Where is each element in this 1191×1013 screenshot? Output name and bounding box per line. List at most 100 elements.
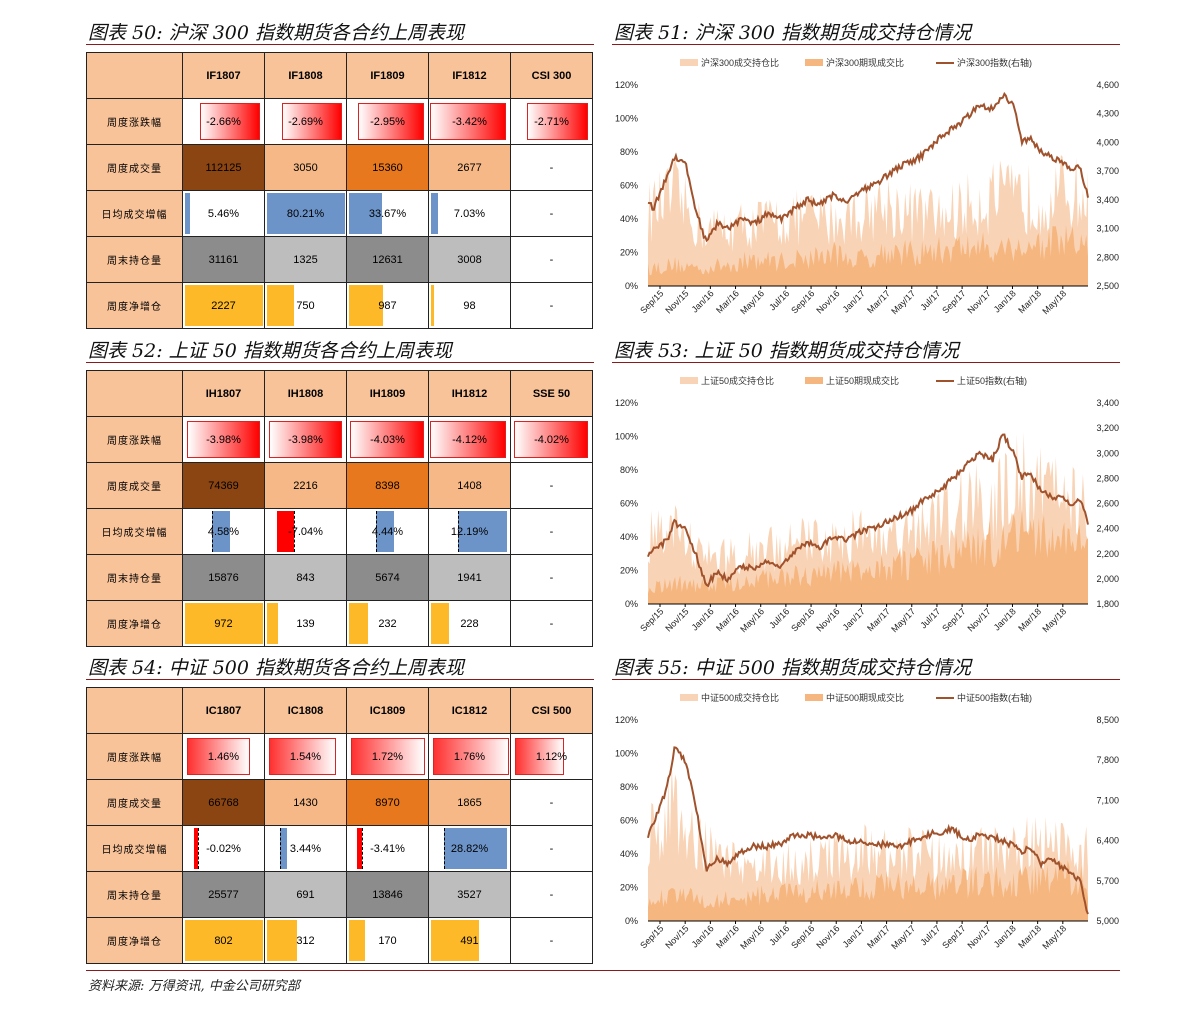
table-cell: - [510, 825, 593, 872]
x-tick-label: Jul/16 [767, 288, 791, 312]
table-cell: 802 [182, 917, 265, 964]
cell-value: -0.02% [206, 842, 241, 855]
data-bar [443, 828, 507, 869]
x-tick-label: May/17 [889, 606, 917, 634]
cell-value: - [549, 253, 554, 266]
table-cell: 228 [428, 600, 511, 647]
cell-value: 28.82% [450, 842, 489, 855]
table-cell: -3.98% [264, 416, 347, 463]
data-bar [185, 603, 263, 644]
cell-value: 1408 [457, 479, 482, 492]
table-cell: 8398 [346, 462, 429, 509]
table-corner [86, 52, 183, 99]
x-tick-label: Jan/18 [992, 923, 1018, 949]
table-cell: 28.82% [428, 825, 511, 872]
table-cell: 15360 [346, 144, 429, 191]
x-tick-label: May/17 [889, 288, 917, 316]
column-header: CSI 300 [510, 52, 593, 99]
cell-value: - [549, 571, 554, 584]
data-bar [349, 285, 384, 326]
data-bar [431, 193, 438, 234]
column-header: SSE 50 [510, 370, 593, 417]
cell-value: 1.12% [535, 750, 568, 763]
column-header: IC1807 [182, 687, 265, 734]
data-bar [349, 193, 382, 234]
x-tick-label: Nov/17 [965, 288, 992, 315]
data-bar [185, 285, 263, 326]
data-bar [431, 920, 479, 961]
x-tick-label: Sep/16 [789, 606, 816, 633]
table-cell: 3.44% [264, 825, 347, 872]
cell-value: - [549, 207, 554, 220]
table-cell: 750 [264, 282, 347, 329]
cell-value: -2.71% [534, 115, 569, 128]
row-label: 周度成交量 [86, 462, 183, 509]
row-label: 周末持仓量 [86, 871, 183, 918]
y-right-tick-label: 3,700 [1096, 166, 1119, 176]
chart-53-svg: 上证50成交持仓比 上证50期现成交比 上证50指数(右轴) 0% 20% 40% 60% 8… [615, 375, 1119, 634]
data-bar [193, 828, 198, 869]
x-tick-label: Nov/17 [965, 606, 992, 633]
x-tick-label: Jan/16 [690, 923, 716, 949]
y-right-tick-label: 8,500 [1096, 715, 1119, 725]
cell-value: 8398 [375, 479, 400, 492]
y-left-tick-label: 100% [615, 432, 638, 442]
x-tick-label: Mar/16 [714, 288, 741, 315]
data-bar [358, 103, 424, 140]
cell-value: 1941 [457, 571, 482, 584]
cell-value: 3008 [457, 253, 482, 266]
table-row: 日均成交增幅 -0.02% 3.44% -3.41% 28.82% - [86, 825, 593, 872]
chart-53-title: 图表 53: 上证 50 指数期货成交持仓情况 [614, 340, 959, 362]
series-area-ratio1 [648, 764, 1088, 921]
cell-value: -4.12% [452, 433, 487, 446]
cell-value: -3.41% [370, 842, 405, 855]
table-cell: 74369 [182, 462, 265, 509]
table-row: 周末持仓量 15876 843 5674 1941 - [86, 554, 593, 601]
table-cell: -2.71% [510, 98, 593, 145]
cell-value: -4.03% [370, 433, 405, 446]
table-cell: - [510, 190, 593, 237]
table-cell: 66768 [182, 779, 265, 826]
cell-value: 228 [460, 617, 479, 630]
table-cell: 3008 [428, 236, 511, 283]
x-tick-label: Nov/16 [814, 288, 841, 315]
chart-55-title: 图表 55: 中证 500 指数期货成交持仓情况 [614, 657, 972, 679]
table-cell: - [510, 554, 593, 601]
cell-value: 31161 [208, 253, 239, 266]
chart-51-svg: 沪深300成交持仓比 沪深300期现成交比 沪深300指数(右轴) 0% 20% 40% 6… [615, 57, 1119, 316]
table-cell: - [510, 462, 593, 509]
series-line-index [647, 433, 1089, 588]
table-cell: 31161 [182, 236, 265, 283]
table-cell: - [510, 779, 593, 826]
data-bar [430, 421, 506, 458]
data-bar [457, 511, 507, 552]
cell-value: - [549, 479, 554, 492]
data-bar [185, 920, 263, 961]
y-right-tick-label: 2,500 [1096, 281, 1119, 291]
x-tick-label: Jan/16 [690, 288, 716, 314]
data-bar [375, 511, 394, 552]
bar-axis [361, 828, 363, 869]
perf-table: IF1807 IF1808 IF1809 IF1812 CSI 300 周度涨跌幅 -2.6… [86, 52, 593, 329]
cell-value: -7.04% [288, 525, 323, 538]
table-cell: 691 [264, 871, 347, 918]
table-cell: -7.04% [264, 508, 347, 555]
bar-axis [375, 511, 377, 552]
table-cell: 7.03% [428, 190, 511, 237]
y-right-tick-label: 3,200 [1096, 423, 1119, 433]
title-rule [86, 44, 594, 45]
y-right-tick-label: 3,000 [1096, 448, 1119, 458]
table-cell: 1.12% [510, 733, 593, 780]
cell-value: 1.72% [371, 750, 404, 763]
x-tick-label: May/16 [738, 923, 766, 951]
y-left-tick-label: 0% [625, 916, 638, 926]
x-tick-label: Jan/16 [690, 606, 716, 632]
y-left-tick-label: 40% [620, 214, 638, 224]
series-line-index [647, 746, 1089, 915]
table-cell: 5674 [346, 554, 429, 601]
y-right-tick-label: 2,600 [1096, 499, 1119, 509]
title-rule [86, 679, 594, 680]
data-bar [281, 103, 342, 140]
bar-axis [211, 511, 213, 552]
x-tick-label: Jan/18 [992, 288, 1018, 314]
